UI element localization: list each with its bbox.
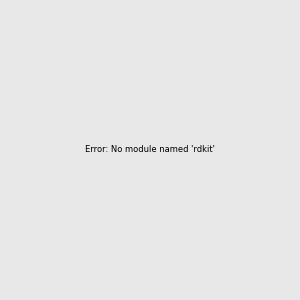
Text: Error: No module named 'rdkit': Error: No module named 'rdkit' xyxy=(85,146,215,154)
